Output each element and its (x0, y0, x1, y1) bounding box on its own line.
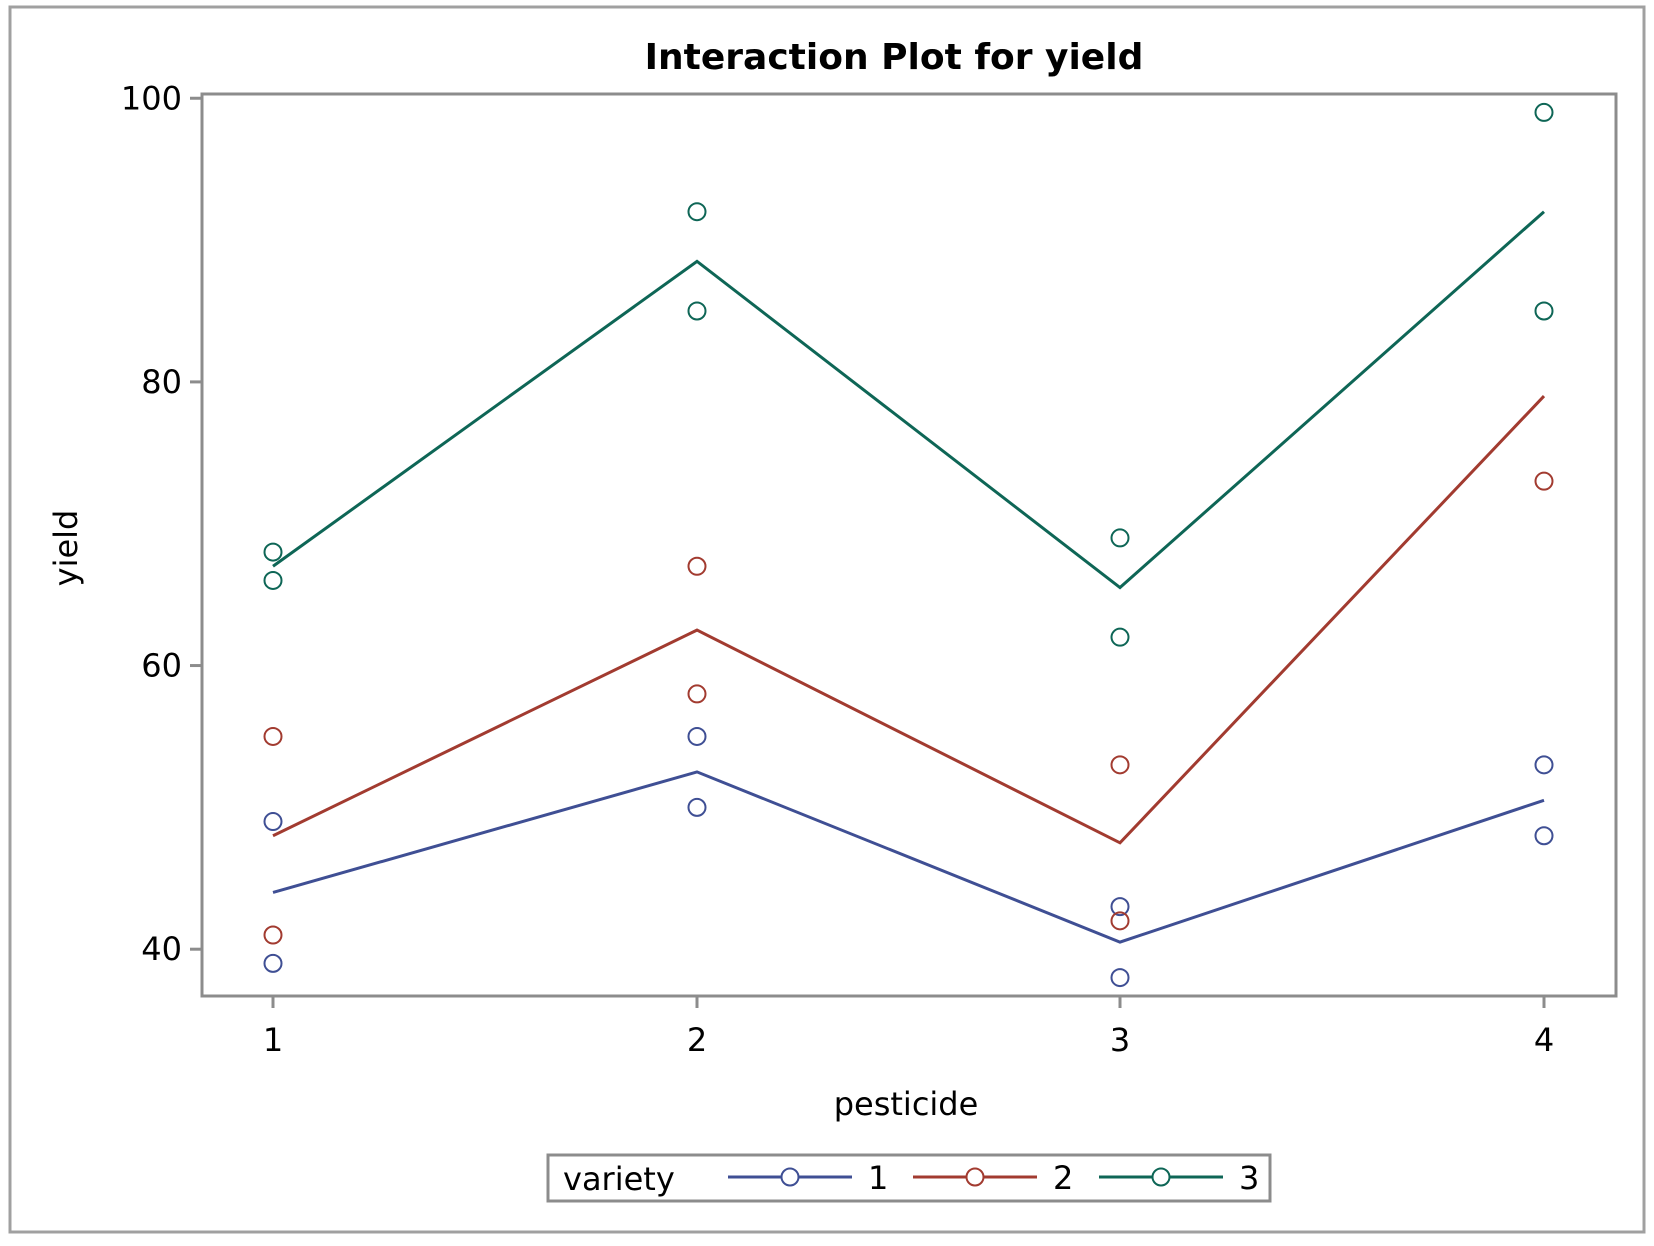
series-2-point (687, 684, 707, 704)
legend-label-1: 1 (868, 1159, 888, 1197)
series-3-point (1534, 301, 1554, 321)
series-2-point (687, 556, 707, 576)
legend-label-2: 2 (1053, 1159, 1073, 1197)
series-3-point (1110, 627, 1130, 647)
series-3-point (263, 542, 283, 562)
series-2 (263, 395, 1554, 945)
y-axis-label: yield (47, 510, 85, 587)
y-tick-label: 80 (141, 363, 182, 401)
chart-title: Interaction Plot for yield (645, 37, 1144, 78)
series-2-point (1110, 755, 1130, 775)
series-2-mean-line (272, 395, 1546, 845)
x-tick-label: 2 (687, 1021, 707, 1059)
series-3-point (1110, 528, 1130, 548)
legend-title: variety (563, 1160, 675, 1198)
legend-label-3: 3 (1239, 1159, 1259, 1197)
series-3-point (1534, 102, 1554, 122)
x-axis-label: pesticide (834, 1085, 979, 1123)
series-layer (263, 102, 1554, 988)
series-3-point (687, 301, 707, 321)
series-1-mean-line (272, 770, 1545, 944)
series-3-point (687, 202, 707, 222)
legend: variety 1 2 3 (546, 1153, 1272, 1203)
legend-marker-2 (965, 1167, 985, 1187)
series-1-point (1110, 968, 1130, 988)
series-3 (263, 102, 1554, 647)
series-1-point (687, 797, 707, 817)
series-1-point (687, 726, 707, 746)
series-2-point (1110, 911, 1130, 931)
y-axis: 40 60 80 100 (121, 79, 202, 968)
series-2-point (1534, 471, 1554, 491)
y-tick-label: 60 (141, 647, 182, 685)
series-1-point (263, 812, 283, 832)
series-2-point (263, 726, 283, 746)
series-1-point (1534, 826, 1554, 846)
x-axis: 1 2 3 4 (263, 996, 1554, 1059)
y-tick-label: 100 (121, 79, 182, 117)
x-tick-label: 4 (1534, 1021, 1554, 1059)
series-1 (263, 726, 1554, 988)
series-1-point (263, 953, 283, 973)
series-3-point (263, 570, 283, 590)
legend-marker-1 (780, 1167, 800, 1187)
series-1-point (1534, 755, 1554, 775)
series-1-point (1110, 897, 1130, 917)
legend-marker-3 (1151, 1167, 1171, 1187)
series-2-point (263, 925, 283, 945)
x-tick-label: 1 (263, 1021, 283, 1059)
x-tick-label: 3 (1110, 1021, 1130, 1059)
y-tick-label: 40 (141, 930, 182, 968)
series-3-mean-line (272, 210, 1545, 590)
